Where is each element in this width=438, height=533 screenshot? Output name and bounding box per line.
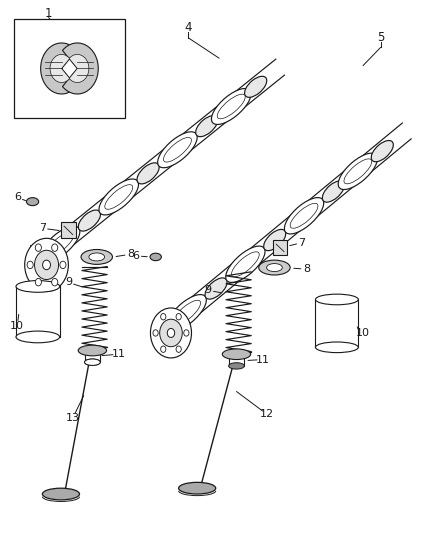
Ellipse shape: [259, 260, 290, 275]
Text: 11: 11: [112, 349, 126, 359]
Ellipse shape: [290, 203, 318, 228]
Ellipse shape: [89, 253, 105, 261]
Ellipse shape: [85, 359, 100, 366]
Circle shape: [184, 330, 189, 336]
Bar: [60, 222, 76, 238]
Ellipse shape: [231, 252, 259, 277]
Circle shape: [60, 261, 66, 269]
Ellipse shape: [137, 163, 159, 184]
Ellipse shape: [244, 76, 267, 98]
Text: 8: 8: [127, 249, 134, 259]
Ellipse shape: [338, 153, 378, 190]
Wedge shape: [69, 54, 89, 83]
Text: 6: 6: [14, 192, 21, 203]
Ellipse shape: [42, 488, 80, 500]
Ellipse shape: [105, 184, 133, 209]
Text: 6: 6: [133, 251, 140, 261]
Ellipse shape: [16, 331, 60, 343]
Text: 4: 4: [185, 21, 192, 34]
Circle shape: [25, 238, 68, 292]
Circle shape: [176, 313, 181, 320]
Ellipse shape: [284, 198, 324, 234]
Ellipse shape: [40, 226, 80, 262]
Circle shape: [160, 319, 182, 346]
Ellipse shape: [229, 363, 244, 369]
Ellipse shape: [371, 141, 393, 161]
Text: 12: 12: [260, 409, 274, 419]
Text: 8: 8: [303, 264, 310, 274]
Text: 13: 13: [66, 413, 80, 423]
Ellipse shape: [99, 179, 138, 215]
Text: 10: 10: [356, 328, 370, 338]
Circle shape: [35, 244, 42, 252]
Ellipse shape: [81, 249, 113, 264]
Wedge shape: [41, 43, 76, 94]
Ellipse shape: [226, 246, 265, 282]
Ellipse shape: [344, 159, 372, 184]
Ellipse shape: [158, 132, 197, 168]
Circle shape: [150, 308, 191, 358]
Text: 7: 7: [39, 223, 46, 233]
Circle shape: [42, 260, 50, 270]
Ellipse shape: [46, 232, 74, 256]
Text: 1: 1: [45, 7, 53, 20]
Ellipse shape: [26, 198, 39, 206]
Ellipse shape: [217, 94, 245, 119]
Polygon shape: [30, 245, 59, 285]
Ellipse shape: [163, 138, 191, 162]
Bar: [14, 19, 125, 118]
Circle shape: [35, 251, 59, 279]
Text: 7: 7: [298, 238, 306, 247]
Circle shape: [52, 244, 58, 252]
Ellipse shape: [196, 116, 218, 136]
Ellipse shape: [179, 482, 216, 494]
Circle shape: [161, 346, 166, 352]
Bar: [273, 240, 287, 255]
Ellipse shape: [78, 345, 106, 356]
Ellipse shape: [322, 181, 344, 202]
Ellipse shape: [264, 229, 286, 251]
Ellipse shape: [267, 264, 283, 271]
Text: 9: 9: [65, 278, 72, 287]
Ellipse shape: [205, 278, 227, 299]
Ellipse shape: [167, 295, 206, 331]
Text: 9: 9: [205, 286, 212, 295]
Circle shape: [161, 313, 166, 320]
Ellipse shape: [16, 280, 60, 292]
Ellipse shape: [315, 342, 358, 353]
Ellipse shape: [222, 349, 251, 360]
Circle shape: [167, 328, 175, 337]
Wedge shape: [63, 43, 98, 94]
Circle shape: [27, 261, 33, 269]
Text: 5: 5: [377, 31, 384, 44]
Ellipse shape: [173, 300, 201, 325]
Circle shape: [176, 346, 181, 352]
Ellipse shape: [78, 210, 100, 231]
Wedge shape: [50, 54, 70, 83]
Ellipse shape: [150, 253, 161, 261]
Bar: [315, 300, 358, 348]
Circle shape: [35, 278, 42, 286]
Ellipse shape: [85, 359, 100, 366]
Ellipse shape: [315, 294, 358, 305]
Circle shape: [153, 330, 158, 336]
Ellipse shape: [212, 88, 251, 125]
Text: 11: 11: [256, 354, 270, 365]
Text: 10: 10: [10, 321, 24, 331]
Circle shape: [52, 278, 58, 286]
Bar: [16, 286, 60, 337]
